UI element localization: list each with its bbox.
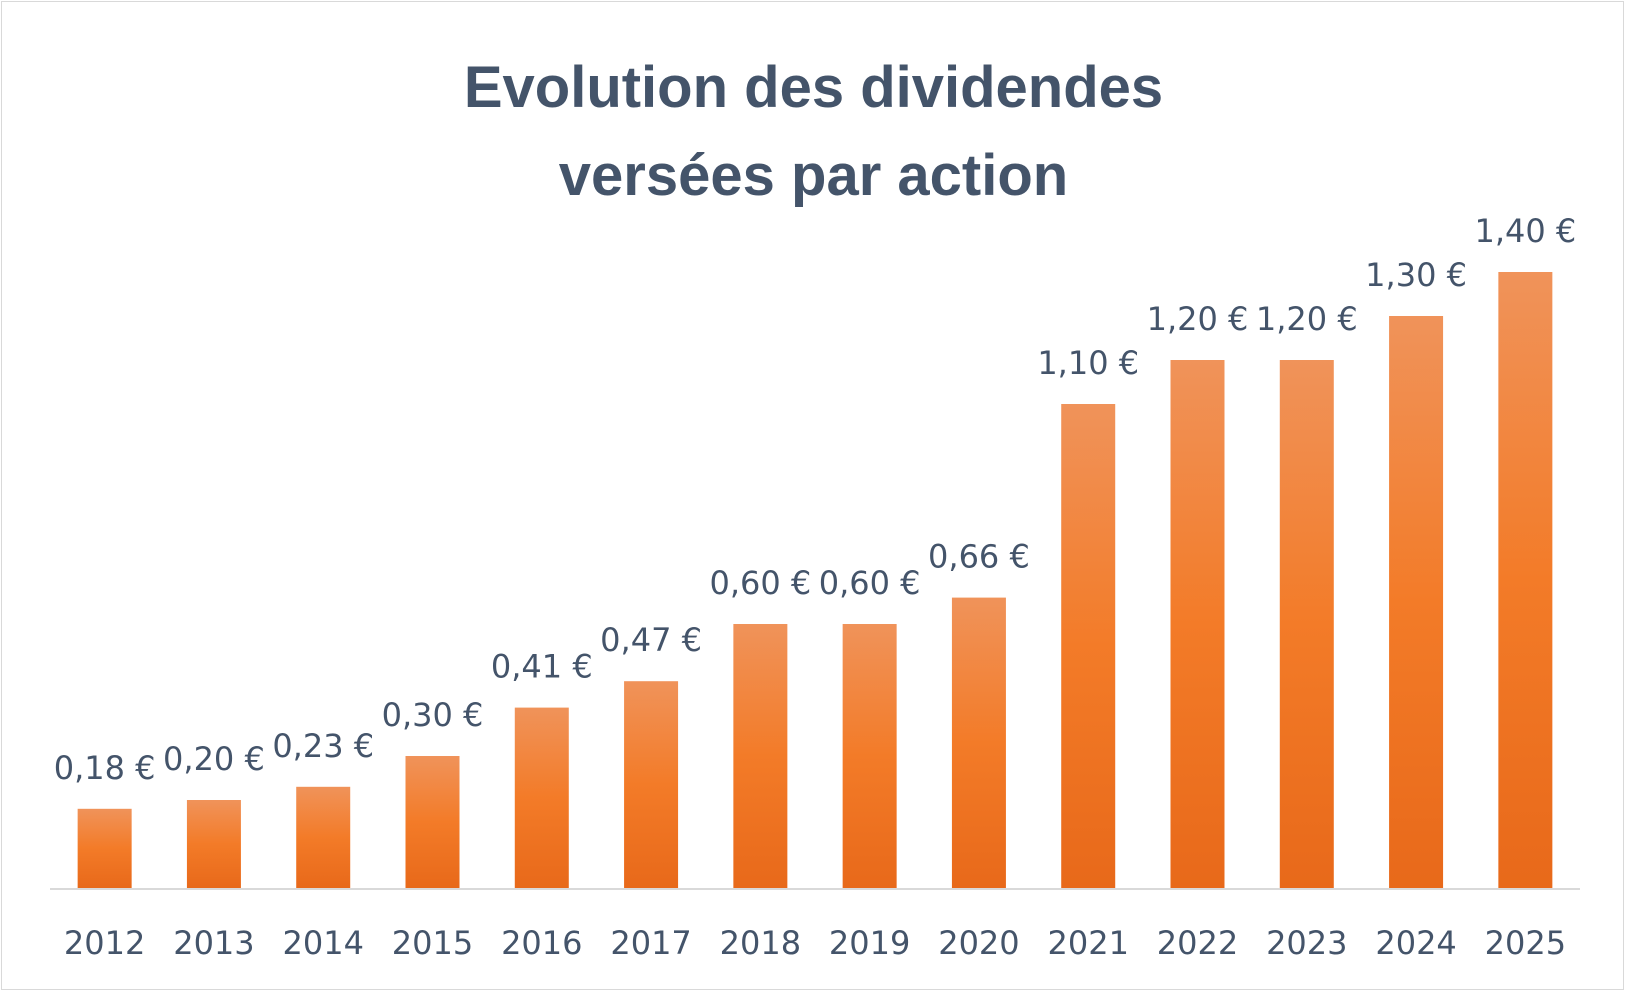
data-label-2023: 1,20 €	[1256, 300, 1358, 338]
data-label-2013: 0,20 €	[163, 740, 265, 778]
x-tick-2025: 2025	[1485, 924, 1566, 962]
x-tick-2023: 2023	[1266, 924, 1347, 962]
x-tick-2013: 2013	[173, 924, 254, 962]
bar-2015	[405, 756, 460, 888]
data-label-2017: 0,47 €	[600, 621, 702, 659]
bars-group	[77, 272, 1553, 888]
bar-2019	[842, 624, 897, 888]
x-tick-2014: 2014	[282, 924, 363, 962]
x-tick-2020: 2020	[938, 924, 1019, 962]
data-label-2016: 0,41 €	[491, 648, 593, 686]
data-label-2015: 0,30 €	[382, 696, 484, 734]
bar-2014	[296, 786, 351, 888]
x-tick-labels-group: 2012 2013 2014 2015 2016 2017 2018 2019 2020 2021…	[64, 924, 1566, 962]
bar-2012	[77, 808, 132, 888]
data-label-2022: 1,20 €	[1147, 300, 1249, 338]
chart-title: Evolution des dividendes versées par act…	[0, 44, 1627, 220]
data-label-2012: 0,18 €	[54, 749, 156, 787]
bar-2016	[514, 707, 569, 888]
bar-2018	[733, 624, 788, 888]
data-labels-group: 0,18 €0,20 €0,23 €0,30 €0,41 €0,47 €0,60…	[54, 212, 1576, 787]
chart-title-line-1: Evolution des dividendes	[463, 55, 1164, 120]
data-label-2021: 1,10 €	[1037, 344, 1139, 382]
x-tick-2024: 2024	[1375, 924, 1456, 962]
data-label-2020: 0,66 €	[928, 538, 1030, 576]
bar-2021	[1061, 404, 1116, 888]
chart-title-line-2: versées par action	[558, 143, 1069, 208]
x-tick-2022: 2022	[1157, 924, 1238, 962]
bar-2020	[951, 597, 1006, 888]
x-tick-2016: 2016	[501, 924, 582, 962]
data-label-2014: 0,23 €	[272, 727, 374, 765]
x-tick-2017: 2017	[610, 924, 691, 962]
bar-2022	[1170, 360, 1225, 888]
data-label-2024: 1,30 €	[1365, 256, 1467, 294]
x-tick-2015: 2015	[392, 924, 473, 962]
bar-2023	[1279, 360, 1334, 888]
bar-2017	[624, 681, 679, 888]
x-tick-2012: 2012	[64, 924, 145, 962]
data-label-2019: 0,60 €	[819, 564, 921, 602]
bar-2024	[1389, 316, 1444, 888]
bar-2013	[186, 800, 241, 888]
bar-2025	[1498, 272, 1553, 888]
x-tick-2021: 2021	[1047, 924, 1128, 962]
data-label-2025: 1,40 €	[1474, 212, 1576, 250]
data-label-2018: 0,60 €	[709, 564, 811, 602]
x-tick-2018: 2018	[720, 924, 801, 962]
x-tick-2019: 2019	[829, 924, 910, 962]
